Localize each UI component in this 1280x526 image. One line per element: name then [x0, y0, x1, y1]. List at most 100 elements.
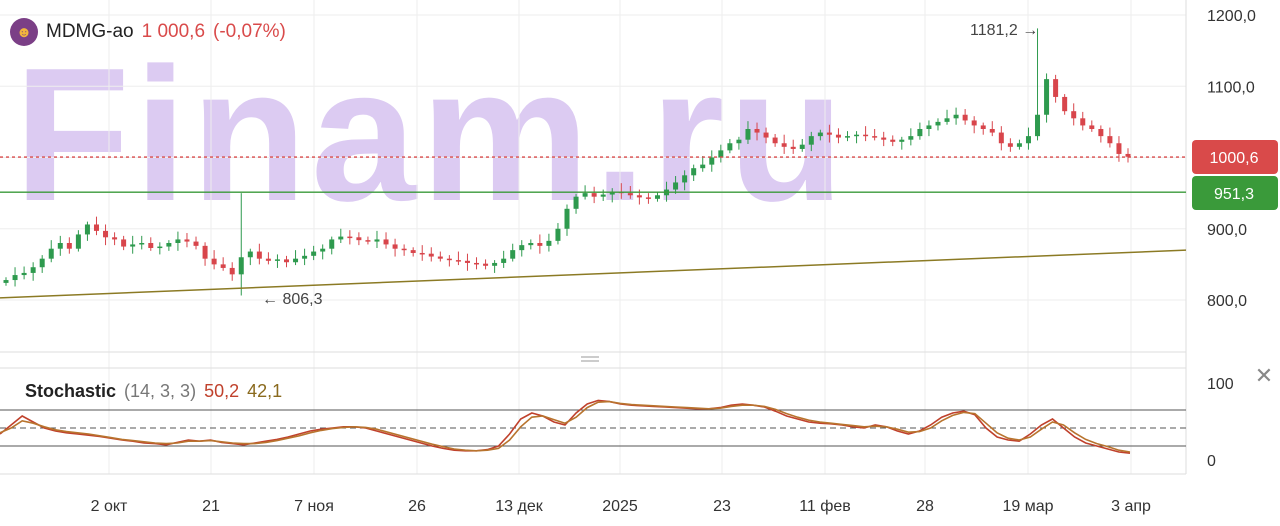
candle-body [528, 243, 534, 246]
candle-body [39, 258, 45, 268]
candle-body [175, 239, 181, 243]
candle-body [591, 193, 597, 197]
candle-body [564, 208, 570, 229]
level-price-badge [1192, 176, 1278, 210]
stochastic-legend: Stochastic (14, 3, 3) 50,2 42,1 [25, 381, 282, 402]
x-axis: 2 окт 21 7 ноя 26 13 дек 2025 23 11 фев 28 19 мар… [91, 498, 1151, 515]
candle-body [121, 239, 127, 247]
candle-body [84, 224, 90, 235]
candle-body [428, 253, 434, 257]
stochastic-k-value: 50,2 [204, 381, 240, 401]
candle-body [238, 257, 244, 275]
y-tick-label: 1100,0 [1207, 79, 1255, 96]
candle-body [645, 197, 651, 199]
candle-body [329, 239, 335, 249]
candle-body [437, 256, 443, 259]
stochastic-panel: 100 0 [0, 376, 1234, 470]
candle-body [899, 139, 905, 142]
candle-body [455, 260, 461, 262]
grid [0, 0, 1187, 475]
candle-body [926, 125, 932, 129]
candle-body [75, 234, 81, 249]
x-tick-label: 13 дек [495, 498, 543, 515]
level-price-label: 951,3 [1214, 186, 1254, 203]
candle-body [944, 118, 950, 122]
candle-body [700, 164, 706, 169]
candle-body [1025, 136, 1031, 144]
candle-body [555, 228, 561, 241]
candle-body [546, 240, 552, 246]
mdmg-logo-icon: ☻ [10, 18, 38, 46]
candle-body [609, 191, 615, 195]
candle-body [790, 146, 796, 149]
x-tick-label: 21 [202, 498, 220, 515]
candle-body [510, 250, 516, 259]
x-tick-label: 23 [713, 498, 731, 515]
stoch-y-tick: 0 [1207, 453, 1216, 470]
candle-body [464, 260, 470, 263]
candle-body [627, 193, 633, 196]
candle-body [881, 137, 887, 140]
candle-body [971, 120, 977, 126]
x-tick-label: 28 [916, 498, 934, 515]
ticker-change: (-0,07%) [213, 21, 286, 42]
candle-body [492, 262, 498, 266]
x-tick-label: 26 [408, 498, 426, 515]
candle-body [501, 258, 507, 263]
candle-body [763, 132, 769, 138]
candle-body [998, 132, 1004, 144]
x-tick-label: 11 фев [799, 498, 851, 515]
stochastic-params: (14, 3, 3) [124, 381, 197, 401]
candle-body [112, 237, 118, 240]
x-tick-label: 7 ноя [294, 498, 334, 515]
candle-body [799, 144, 805, 149]
candle-body [184, 239, 190, 242]
candle-body [736, 139, 742, 144]
candle-body [636, 195, 642, 198]
candle-body [220, 264, 226, 268]
candle-body [691, 168, 697, 176]
candle-body [1089, 125, 1095, 129]
candle-body [57, 243, 63, 249]
candle-body [311, 251, 317, 256]
x-tick-label: 19 мар [1002, 498, 1053, 515]
candle-body [211, 258, 217, 265]
candle-body [835, 134, 841, 138]
candle-body [754, 129, 760, 133]
stoch-series-line [0, 399, 1131, 454]
candle-body [1053, 79, 1059, 97]
candle-body [347, 236, 353, 239]
candle-body [573, 196, 579, 209]
candle-body [727, 143, 733, 151]
candle-body [1062, 96, 1068, 112]
candle-body [863, 134, 869, 137]
stochastic-name: Stochastic [25, 381, 117, 401]
y-tick-label: 1200,0 [1207, 8, 1256, 25]
candle-body [12, 275, 18, 281]
candle-body [148, 243, 154, 248]
candle-body [356, 237, 362, 241]
candle-body [1044, 79, 1050, 115]
candle-body [256, 251, 262, 259]
max-annotation: 1181,2 → [970, 22, 1038, 39]
candle-body [826, 132, 832, 135]
stochastic-d-value: 42,1 [247, 381, 283, 401]
y-tick-label: 900,0 [1207, 222, 1247, 239]
candle-body [845, 136, 850, 138]
candle-body [989, 129, 995, 133]
candle-body [1107, 136, 1113, 144]
candle-body [872, 136, 878, 138]
candle-body [1098, 129, 1104, 137]
candle-body [130, 244, 136, 247]
stoch-y-tick: 100 [1207, 376, 1234, 393]
candle-body [446, 258, 452, 261]
stoch-series-line [0, 400, 1131, 453]
current-price-badge [1192, 140, 1278, 174]
candle-body [374, 239, 380, 242]
candle-body [1116, 143, 1122, 154]
candle-body [854, 134, 860, 137]
close-icon[interactable]: ✕ [1254, 363, 1274, 388]
candle-body [962, 114, 968, 121]
candle-body [980, 125, 986, 129]
